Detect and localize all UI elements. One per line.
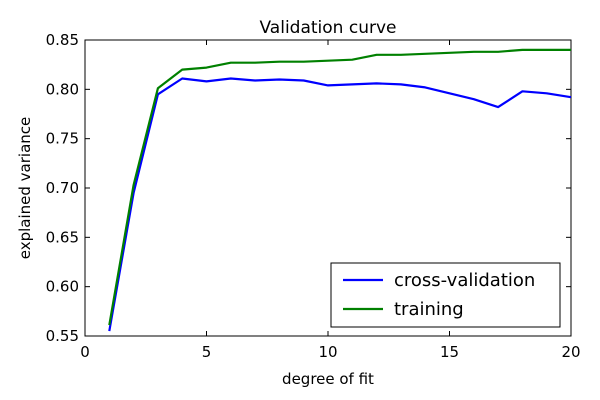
x-tick-label: 10 [318, 343, 337, 361]
y-tick-label: 0.55 [46, 327, 79, 345]
y-tick-label: 0.80 [46, 80, 79, 98]
y-axis-label: explained variance [16, 117, 34, 260]
y-tick-label: 0.85 [46, 31, 79, 49]
y-tick-label: 0.65 [46, 228, 79, 246]
y-tick-label: 0.70 [46, 179, 79, 197]
x-axis-label: degree of fit [282, 370, 374, 388]
chart-title: Validation curve [260, 18, 397, 38]
y-tick-label: 0.60 [46, 278, 79, 296]
series-line-cross-validation [108, 77, 572, 332]
legend-label: cross-validation [394, 270, 535, 291]
legend-label: training [394, 299, 464, 320]
x-tick-label: 20 [561, 343, 580, 361]
y-tick-label: 0.75 [46, 130, 79, 148]
legend-box [330, 262, 561, 328]
x-tick-label: 0 [80, 343, 90, 361]
x-tick-label: 15 [440, 343, 459, 361]
series-line-training [108, 48, 571, 326]
plot-area: 0 5 10 15 20 0.55 0.60 0.65 0.70 0.75 0.80 0.85 cros… [46, 31, 581, 361]
x-tick-label: 5 [202, 343, 212, 361]
